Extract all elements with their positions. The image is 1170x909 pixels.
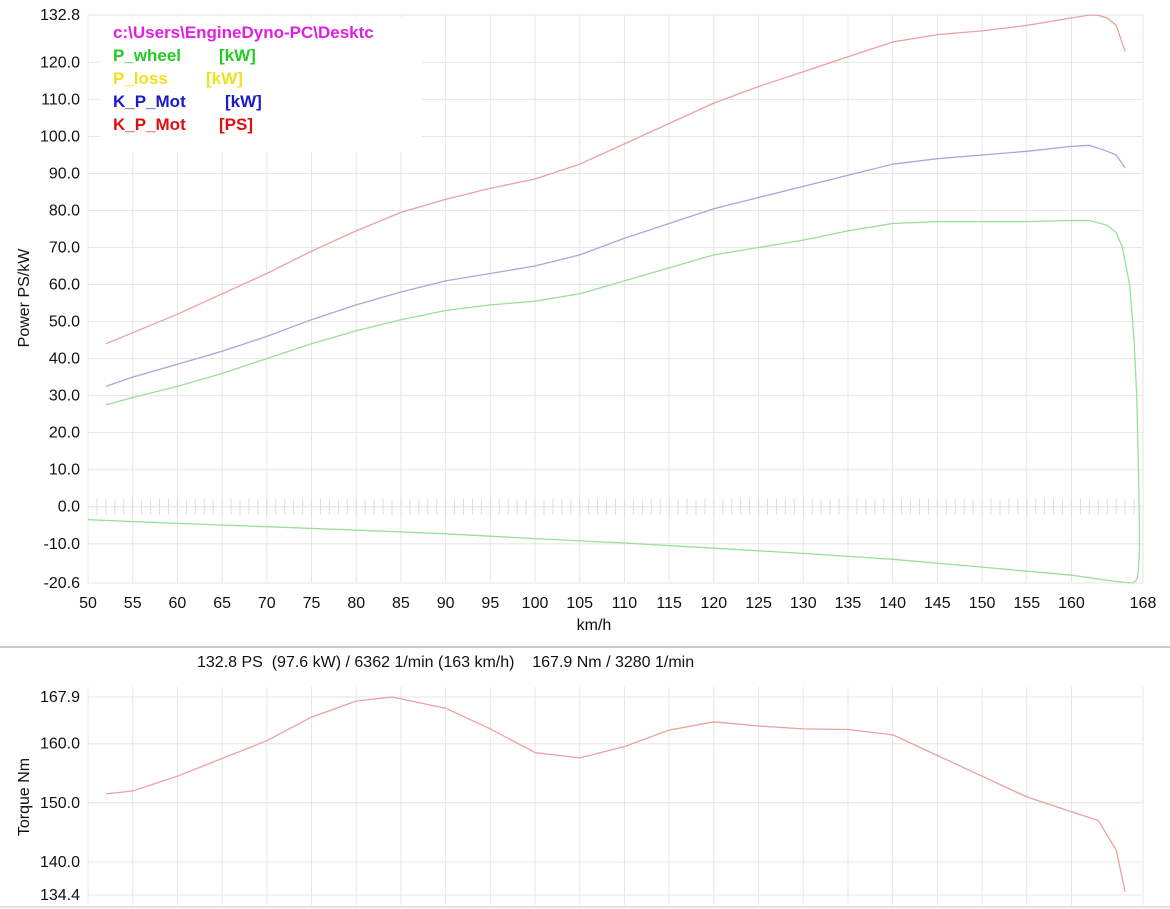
legend-entry-label: c:\Users\EngineDyno-PC\Desktc [113, 23, 374, 42]
series-line-k-p-mot-ps [105, 14, 1126, 345]
x-tick-label: 155 [1013, 595, 1040, 612]
power-y-tick-label: -10.0 [44, 536, 81, 553]
power-x-axis-label: km/h [577, 617, 612, 634]
series-line-k-p-mot-kw [105, 144, 1126, 388]
legend-entry-label: K_P_Mot [113, 115, 186, 134]
x-tick-label: 75 [303, 595, 321, 612]
series-line-torque [105, 696, 1126, 892]
legend-entry-unit: [PS] [219, 115, 253, 134]
legend: c:\Users\EngineDyno-PC\Desktc P_wheel [kW]… [100, 17, 422, 152]
x-tick-label: 135 [835, 595, 862, 612]
x-tick-label: 168 [1130, 595, 1157, 612]
power-y-tick-label: 10.0 [49, 462, 80, 479]
power-y-tick-label: 110.0 [41, 91, 80, 108]
power-y-tick-label: 50.0 [49, 314, 80, 331]
power-y-axis-label: Power PS/kW [16, 248, 33, 348]
legend-entry-label: P_wheel [113, 46, 181, 65]
peak-summary-text: 132.8 PS (97.6 kW) / 6362 1/min (163 km/… [197, 654, 694, 671]
power-y-tick-label: -20.6 [44, 575, 81, 592]
x-tick-label: 150 [969, 595, 996, 612]
x-tick-label: 100 [522, 595, 549, 612]
x-tick-label: 95 [481, 595, 499, 612]
x-tick-label: 160 [1058, 595, 1085, 612]
x-tick-label: 85 [392, 595, 410, 612]
x-tick-label: 80 [347, 595, 365, 612]
x-tick-label: 50 [79, 595, 97, 612]
x-tick-label: 145 [924, 595, 951, 612]
power-y-tick-label: 30.0 [49, 388, 80, 405]
power-y-tick-label: 90.0 [49, 165, 80, 182]
x-tick-label: 110 [612, 595, 638, 612]
power-y-tick-label: 80.0 [49, 203, 80, 220]
torque-y-axis-label: Torque Nm [16, 758, 33, 836]
x-tick-label: 130 [790, 595, 817, 612]
x-tick-label: 90 [437, 595, 455, 612]
legend-entry-label: P_loss [113, 69, 168, 88]
series-lines [87, 14, 1141, 892]
legend-background [100, 17, 422, 152]
x-tick-label: 70 [258, 595, 276, 612]
torque-y-tick-label: 140.0 [40, 854, 80, 871]
x-tick-label: 125 [745, 595, 772, 612]
power-y-tick-label: 0.0 [58, 499, 80, 516]
torque-y-tick-label: 160.0 [40, 736, 80, 753]
x-tick-label: 60 [169, 595, 187, 612]
legend-entry-unit: [kW] [219, 46, 256, 65]
x-tick-label: 55 [124, 595, 142, 612]
torque-y-tick-label: 134.4 [40, 887, 80, 904]
power-y-tick-label: 100.0 [40, 128, 80, 145]
power-y-tick-label: 132.8 [40, 7, 80, 24]
series-line-p-wheel [87, 219, 1141, 584]
x-tick-label: 105 [566, 595, 593, 612]
power-y-tick-label: 70.0 [49, 240, 80, 257]
x-tick-label: 120 [700, 595, 727, 612]
power-y-tick-label: 120.0 [40, 54, 80, 71]
torque-y-tick-label: 167.9 [40, 689, 80, 706]
legend-entry-label: K_P_Mot [113, 92, 186, 111]
legend-entry-unit: [kW] [225, 92, 262, 111]
x-tick-label: 115 [656, 595, 682, 612]
tick-labels: 50 55 60 65 70 75 80 85 90 95 100 105 110 115 120 125 13… [40, 7, 1156, 904]
power-y-tick-label: 20.0 [49, 425, 80, 442]
torque-y-tick-label: 150.0 [40, 795, 80, 812]
legend-entry-unit: [kW] [206, 69, 243, 88]
x-tick-label: 65 [213, 595, 231, 612]
x-tick-label: 140 [879, 595, 906, 612]
power-y-tick-label: 40.0 [49, 351, 80, 368]
power-y-tick-label: 60.0 [49, 277, 80, 294]
